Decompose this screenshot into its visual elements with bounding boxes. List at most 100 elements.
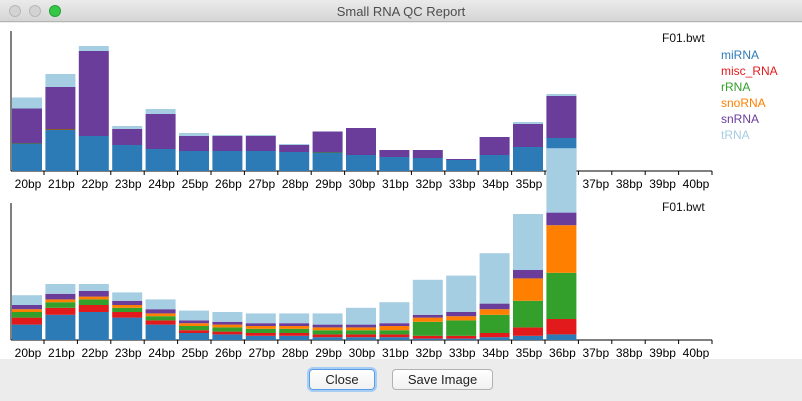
- chart-2-bar-25bp-snorna: [179, 323, 209, 326]
- chart-1-tick-label-29bp: 29bp: [315, 177, 342, 191]
- chart-2-bar-30bp-trna: [346, 307, 376, 325]
- chart-1-bar-32bp-mirna: [412, 158, 443, 171]
- chart-2-bar-20bp-snrna: [12, 305, 42, 310]
- chart-2-bar-21bp-snorna: [45, 299, 76, 303]
- chart-1-bar-21bp-trna: [45, 74, 76, 87]
- chart-2-bar-20bp-rrna: [12, 312, 42, 318]
- chart-2-bar-29bp-snrna: [312, 324, 343, 328]
- chart-1-title: F01.bwt: [662, 31, 705, 45]
- chart-2-tick-label-36bp: 36bp: [549, 346, 576, 359]
- close-button[interactable]: Close: [309, 369, 375, 390]
- chart-2-bar-24bp-trna: [145, 299, 176, 310]
- legend-item-mirna: miRNA: [721, 48, 759, 62]
- close-window-icon[interactable]: [9, 5, 21, 17]
- chart-2-bar-28bp-snrna: [279, 323, 310, 326]
- chart-1-bar-22bp-snrna: [78, 51, 109, 136]
- chart-1-tick-label-26bp: 26bp: [215, 177, 242, 191]
- legend-item-trna: tRNA: [721, 128, 750, 142]
- chart-1-tick-label-28bp: 28bp: [282, 177, 309, 191]
- chart-1-bar-29bp-snrna: [312, 131, 343, 153]
- chart-1-bar-32bp-snrna: [412, 150, 443, 158]
- chart-2-bar-27bp-snorna: [245, 326, 276, 329]
- chart-2-bar-32bp-mirna: [412, 338, 443, 340]
- chart-2-bar-20bp-mirna: [12, 324, 42, 340]
- chart-2-bar-31bp-misc-rna: [379, 334, 410, 338]
- chart-2-tick-label-34bp: 34bp: [482, 346, 509, 359]
- chart-2-bar-29bp-snorna: [312, 327, 343, 331]
- chart-1-bar-24bp-mirna: [145, 149, 176, 171]
- chart-1-tick-label-33bp: 33bp: [449, 177, 476, 191]
- chart-2-tick-label-32bp: 32bp: [415, 346, 442, 359]
- chart-2-bar-33bp-rrna: [446, 320, 477, 336]
- chart-1-tick-label-39bp: 39bp: [649, 177, 676, 191]
- chart-1-bar-36bp-snrna: [546, 96, 577, 138]
- chart-2-bar-36bp-rrna: [546, 272, 577, 319]
- chart-1-tick-label-35bp: 35bp: [516, 177, 543, 191]
- chart-2-tick-label-26bp: 26bp: [215, 346, 242, 359]
- chart-2-bar-27bp-snrna: [245, 323, 276, 326]
- chart-1-bar-35bp-snrna: [513, 124, 543, 147]
- chart-2-tick-label-37bp: 37bp: [582, 346, 609, 359]
- chart-2-bar-21bp-snrna: [45, 293, 76, 300]
- chart-2-tick-label-33bp: 33bp: [449, 346, 476, 359]
- chart-2-bar-23bp-trna: [112, 292, 143, 301]
- chart-2-bar-27bp-trna: [245, 313, 276, 324]
- chart-2-title: F01.bwt: [662, 200, 705, 214]
- chart-1-bar-21bp-rrna: [45, 129, 76, 130]
- chart-2-tick-label-25bp: 25bp: [182, 346, 209, 359]
- save-image-button[interactable]: Save Image: [392, 369, 493, 390]
- chart-1-bar-20bp-mirna: [12, 144, 42, 171]
- chart-1-bar-23bp-mirna: [112, 145, 143, 171]
- chart-2-bar-22bp-snrna: [78, 291, 109, 297]
- title-bar: Small RNA QC Report: [0, 0, 802, 22]
- chart-1-tick-label-24bp: 24bp: [148, 177, 175, 191]
- chart-2-tick-label-23bp: 23bp: [115, 346, 142, 359]
- chart-2-bar-24bp-rrna: [145, 316, 176, 321]
- chart-1-bar-34bp-mirna: [479, 155, 510, 171]
- chart-2-bar-29bp-rrna: [312, 330, 343, 335]
- chart-2-bar-26bp-rrna: [212, 327, 243, 332]
- chart-2-bar-34bp-trna: [479, 253, 510, 304]
- chart-1-bar-23bp-trna: [112, 126, 143, 129]
- chart-2-bar-35bp-mirna: [513, 335, 543, 340]
- chart-2-bar-35bp-snrna: [513, 270, 543, 279]
- chart-2-bar-25bp-mirna: [179, 333, 209, 340]
- chart-2-bar-26bp-misc-rna: [212, 331, 243, 335]
- chart-1-bar-25bp-snrna: [179, 136, 209, 151]
- chart-1-bar-25bp-trna: [179, 133, 209, 136]
- chart-1-bar-27bp-trna: [245, 135, 276, 136]
- chart-1-bar-22bp-trna: [78, 46, 109, 51]
- chart-2-bar-28bp-mirna: [279, 335, 310, 340]
- chart-1-bar-29bp-rrna: [312, 152, 343, 153]
- chart-1-tick-label-31bp: 31bp: [382, 177, 409, 191]
- chart-1-tick-label-30bp: 30bp: [349, 177, 376, 191]
- chart-2-bar-32bp-snorna: [412, 317, 443, 322]
- chart-2-bar-23bp-rrna: [112, 307, 143, 312]
- chart-2-bar-31bp-snrna: [379, 323, 410, 326]
- chart-2-bar-20bp-trna: [12, 295, 42, 305]
- minimize-window-icon[interactable]: [29, 5, 41, 17]
- chart-2-bar-36bp-misc-rna: [546, 319, 577, 335]
- chart-2-bar-34bp-misc-rna: [479, 333, 510, 338]
- chart-2-bar-22bp-rrna: [78, 299, 109, 305]
- chart-1-bar-21bp-misc-rna: [45, 129, 76, 130]
- chart-1-bar-25bp-mirna: [179, 151, 209, 171]
- chart-2-tick-label-31bp: 31bp: [382, 346, 409, 359]
- legend-item-rrna: rRNA: [721, 80, 751, 94]
- chart-2-bar-30bp-rrna: [346, 330, 376, 335]
- chart-2-bar-30bp-snrna: [346, 324, 376, 328]
- chart-2-bar-25bp-misc-rna: [179, 330, 209, 333]
- chart-1-tick-label-25bp: 25bp: [182, 177, 209, 191]
- chart-1-bar-31bp-mirna: [379, 157, 410, 171]
- chart-2-tick-label-21bp: 21bp: [48, 346, 75, 359]
- zoom-window-icon[interactable]: [49, 5, 61, 17]
- chart-2-bar-22bp-snorna: [78, 296, 109, 300]
- chart-1-bar-28bp-mirna: [279, 152, 310, 171]
- chart-1-bar-30bp-snrna: [346, 128, 376, 155]
- chart-1-bar-28bp-snrna: [279, 145, 310, 152]
- chart-1-bar-29bp-mirna: [312, 153, 343, 171]
- chart-1-bar-20bp-snrna: [12, 108, 42, 144]
- chart-2-bar-29bp-misc-rna: [312, 334, 343, 338]
- chart-2-bar-30bp-mirna: [346, 337, 376, 340]
- chart-1-bar-22bp-mirna: [78, 136, 109, 171]
